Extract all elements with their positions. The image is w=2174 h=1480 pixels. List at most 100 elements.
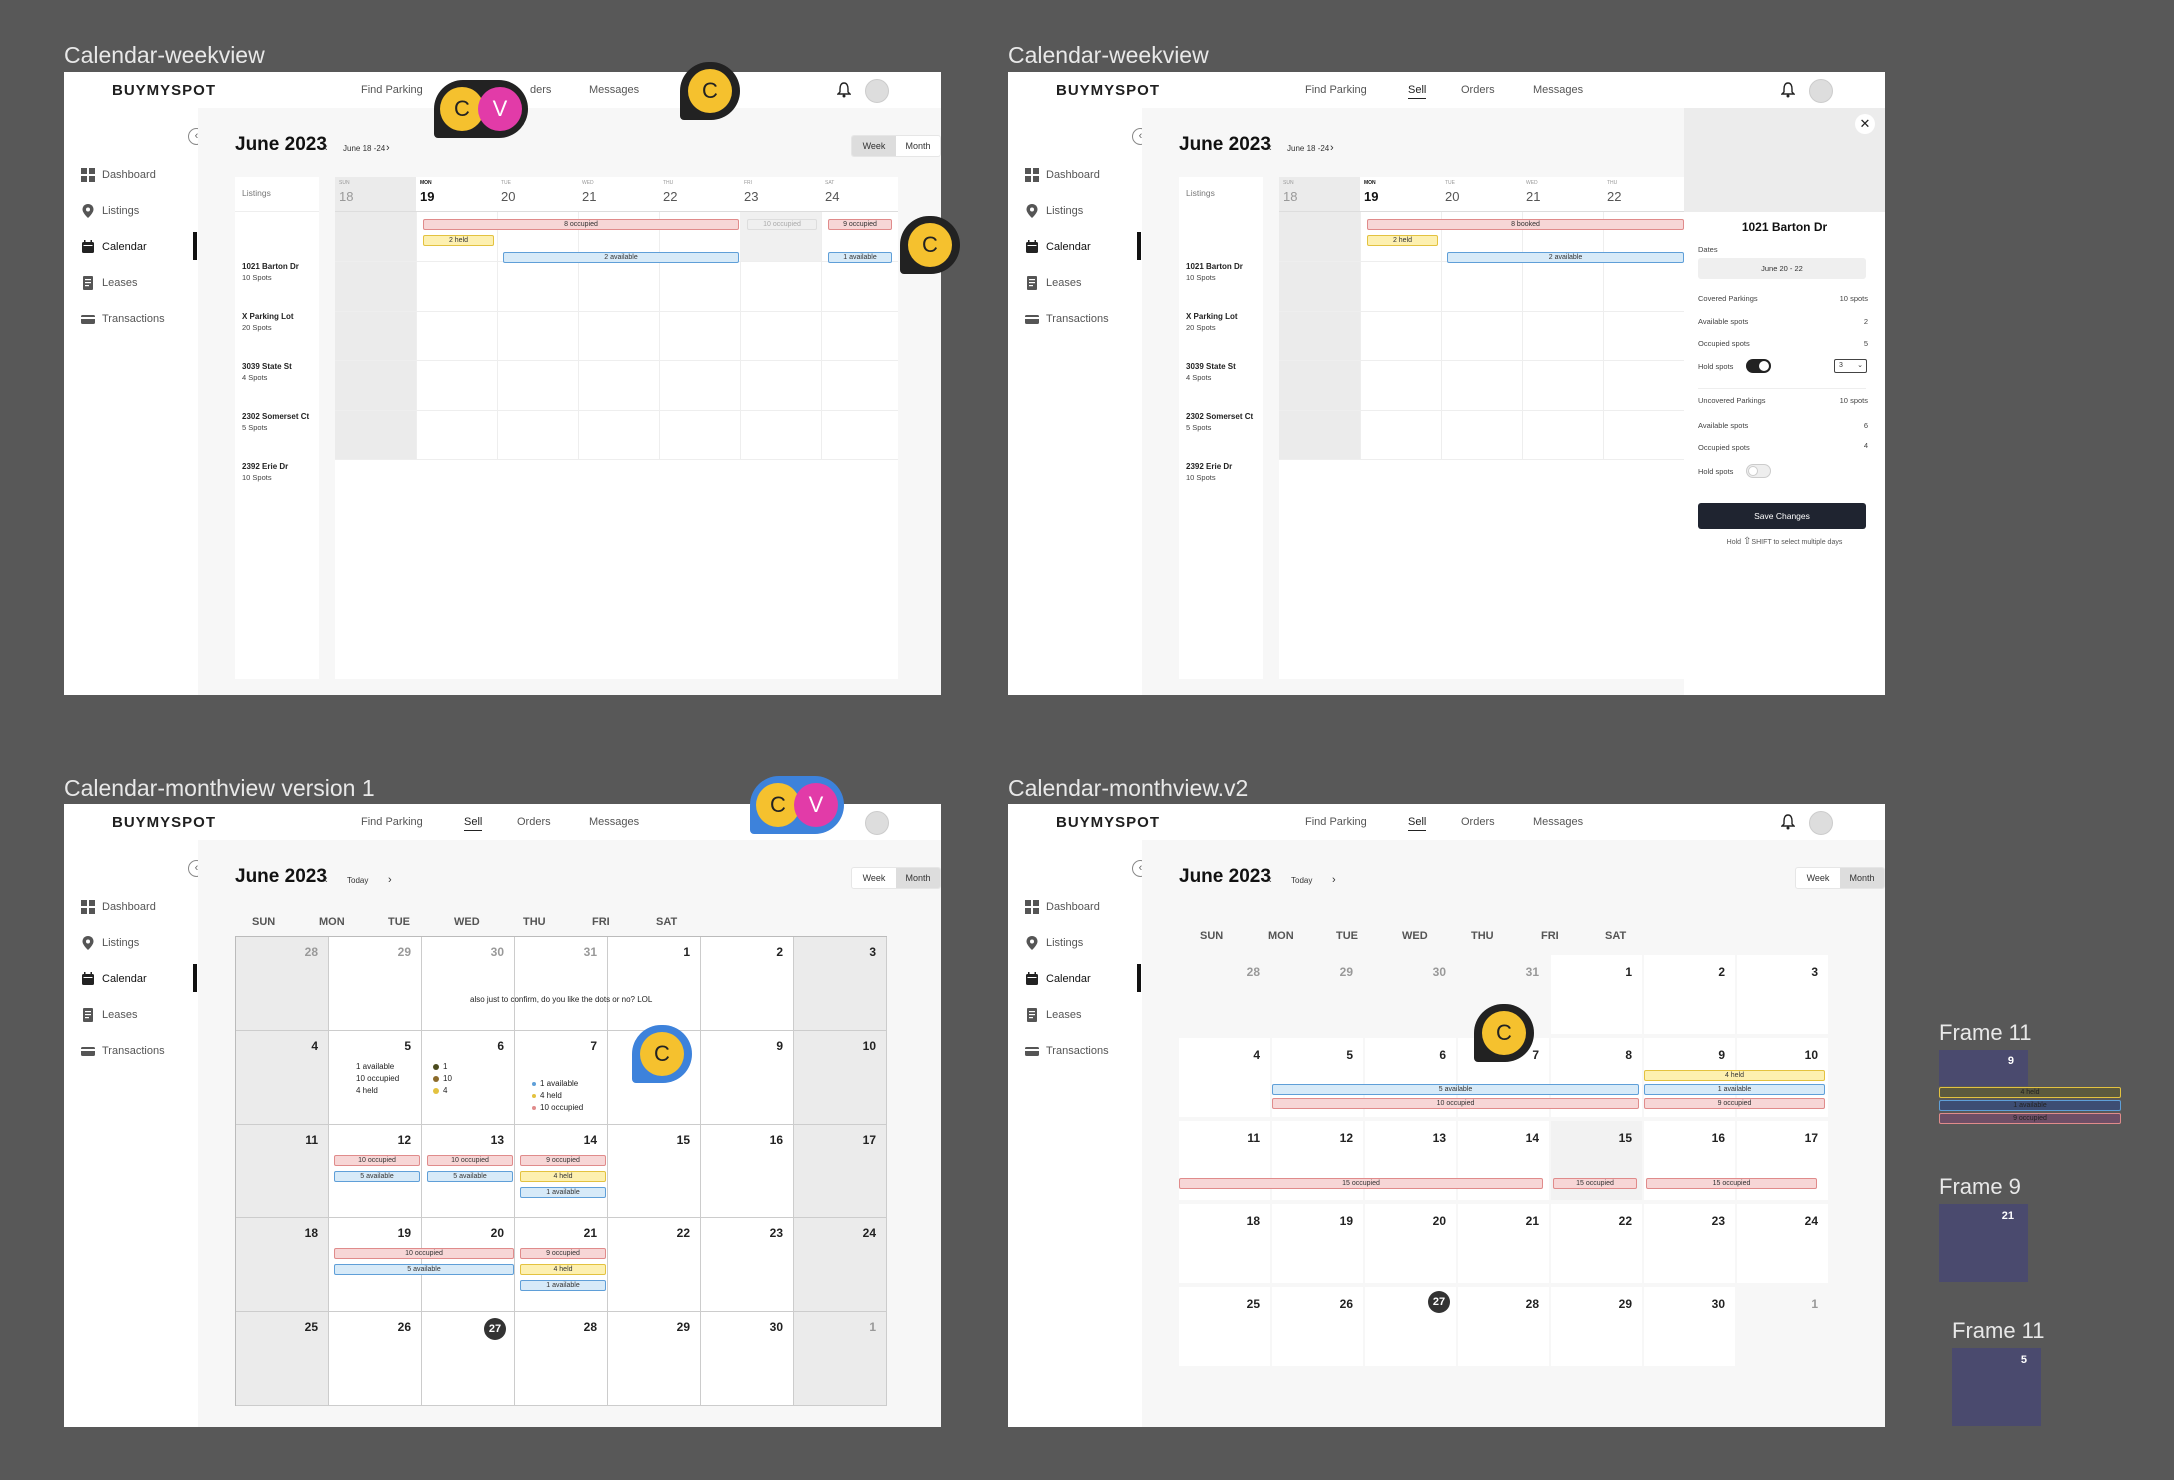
sidebar-item-dashboard[interactable]: Dashboard bbox=[81, 166, 156, 184]
day-header[interactable]: SUN 18 bbox=[1283, 180, 1298, 204]
event-occupied[interactable]: 9 occupied bbox=[828, 219, 892, 230]
nav-messages[interactable]: Messages bbox=[1533, 84, 1584, 96]
day-cell[interactable]: 25 bbox=[236, 1312, 329, 1406]
avatar[interactable] bbox=[1809, 79, 1833, 103]
today-button[interactable]: Today bbox=[1291, 876, 1313, 885]
event-occupied[interactable]: 8 occupied bbox=[423, 219, 739, 230]
listing-name[interactable]: X Parking Lot bbox=[242, 312, 294, 321]
day-cell[interactable]: 4 bbox=[1179, 1038, 1270, 1117]
event-bar[interactable]: 10 occupied bbox=[427, 1155, 513, 1166]
nav-find-parking[interactable]: Find Parking bbox=[361, 816, 423, 828]
day-cell[interactable]: 1 bbox=[1551, 955, 1642, 1034]
day-cell[interactable]: 1 bbox=[1737, 1287, 1828, 1366]
day-header[interactable]: THU 22 bbox=[1607, 180, 1622, 204]
nav-messages[interactable]: Messages bbox=[1533, 816, 1584, 828]
month-view-button[interactable]: Month bbox=[896, 868, 940, 888]
day-cell[interactable]: 19 bbox=[1272, 1204, 1363, 1283]
event-available[interactable]: 2 available bbox=[503, 252, 739, 263]
day-header[interactable]: TUE 20 bbox=[1445, 180, 1460, 204]
avatar[interactable] bbox=[1809, 811, 1833, 835]
sidebar-item-calendar[interactable]: Calendar bbox=[1025, 238, 1091, 256]
day-cell[interactable]: 30 bbox=[701, 1312, 794, 1406]
listing-name[interactable]: 1021 Barton Dr bbox=[1186, 262, 1243, 271]
listing-name[interactable]: 2302 Somerset Ct bbox=[242, 412, 310, 421]
hold-toggle-on[interactable] bbox=[1746, 359, 1771, 373]
listing-name[interactable]: 1021 Barton Dr bbox=[242, 262, 299, 271]
prev-week-button[interactable]: ‹ bbox=[324, 142, 328, 154]
day-cell[interactable]: 24 bbox=[794, 1218, 887, 1313]
sidebar-item-leases[interactable]: Leases bbox=[81, 1006, 137, 1024]
sidebar-item-calendar[interactable]: Calendar bbox=[1025, 970, 1091, 988]
day-header[interactable]: SAT 24 bbox=[825, 180, 840, 204]
listing-name[interactable]: 2302 Somerset Ct bbox=[1186, 412, 1254, 421]
next-month-button[interactable]: › bbox=[1332, 874, 1336, 886]
day-cell[interactable]: 5 bbox=[329, 1030, 422, 1125]
day-cell[interactable]: 22 bbox=[1551, 1204, 1642, 1283]
sidebar-item-listings[interactable]: Listings bbox=[1025, 202, 1083, 220]
day-cell[interactable]: 31 bbox=[1458, 955, 1549, 1034]
month-view-button[interactable]: Month bbox=[905, 141, 931, 151]
hold-count-select[interactable]: 3 ⌄ bbox=[1834, 359, 1867, 373]
day-cell[interactable]: 28 bbox=[236, 937, 329, 1031]
event-bar[interactable]: 15 occupied bbox=[1179, 1178, 1543, 1189]
nav-find-parking[interactable]: Find Parking bbox=[361, 84, 423, 96]
listing-name[interactable]: 2392 Erie Dr bbox=[242, 462, 289, 471]
day-cell[interactable]: 4 bbox=[236, 1030, 329, 1125]
day-cell[interactable]: 20 bbox=[422, 1218, 515, 1313]
day-cell[interactable]: 18 bbox=[236, 1218, 329, 1313]
sidebar-item-leases[interactable]: Leases bbox=[1025, 274, 1081, 292]
day-header[interactable]: MON 19 bbox=[1364, 180, 1379, 204]
bell-icon[interactable] bbox=[1781, 814, 1795, 830]
bell-icon[interactable] bbox=[837, 82, 851, 98]
event-bar[interactable]: 9 occupied bbox=[1644, 1098, 1825, 1109]
day-header[interactable]: FRI 23 bbox=[744, 180, 759, 204]
listing-name[interactable]: 3039 State St bbox=[242, 362, 292, 371]
event-held[interactable]: 2 held bbox=[423, 235, 494, 246]
sidebar-item-transactions[interactable]: Transactions bbox=[1025, 310, 1109, 328]
event-bar[interactable]: 4 held bbox=[520, 1171, 606, 1182]
event-bar[interactable]: 1 available bbox=[520, 1187, 606, 1198]
day-cell[interactable]: 3 bbox=[794, 937, 887, 1031]
day-cell[interactable]: 22 bbox=[608, 1218, 701, 1313]
nav-sell[interactable]: Sell bbox=[1408, 84, 1427, 99]
event-bar[interactable]: 15 occupied bbox=[1553, 1178, 1637, 1189]
nav-messages[interactable]: Messages bbox=[589, 816, 640, 828]
event-occupied[interactable]: 9 occupied bbox=[1939, 1113, 2121, 1124]
sidebar-item-listings[interactable]: Listings bbox=[81, 934, 139, 952]
day-cell[interactable]: 6 bbox=[422, 1030, 515, 1125]
day-cell[interactable]: 26 bbox=[1272, 1287, 1363, 1366]
close-icon[interactable]: ✕ bbox=[1855, 114, 1875, 134]
event-bar[interactable]: 5 available bbox=[334, 1171, 420, 1182]
event-bar[interactable]: 5 available bbox=[1272, 1084, 1639, 1095]
day-cell[interactable]: 10 bbox=[794, 1030, 887, 1125]
month-view-button[interactable]: Month bbox=[1840, 868, 1884, 888]
today-button[interactable]: Today bbox=[347, 876, 369, 885]
nav-orders[interactable]: Orders bbox=[1461, 84, 1495, 96]
nav-find-parking[interactable]: Find Parking bbox=[1305, 84, 1367, 96]
day-cell[interactable]: 31 bbox=[515, 937, 608, 1031]
sidebar-item-dashboard[interactable]: Dashboard bbox=[1025, 898, 1100, 916]
save-changes-button[interactable]: Save Changes bbox=[1698, 503, 1866, 529]
nav-sell[interactable]: Sell bbox=[1408, 816, 1427, 831]
day-cell[interactable]: 21 bbox=[515, 1218, 608, 1313]
day-cell[interactable]: 18 bbox=[1179, 1204, 1270, 1283]
day-cell[interactable]: 30 bbox=[1644, 1287, 1735, 1366]
avatar[interactable] bbox=[865, 79, 889, 103]
day-cell[interactable]: 2 bbox=[1644, 955, 1735, 1034]
event-available[interactable]: 1 available bbox=[828, 252, 892, 263]
day-header[interactable]: MON 19 bbox=[420, 180, 435, 204]
day-cell[interactable]: 28 bbox=[515, 1312, 608, 1406]
day-cell[interactable]: 23 bbox=[1644, 1204, 1735, 1283]
day-header[interactable]: THU 22 bbox=[663, 180, 678, 204]
event-bar[interactable]: 10 occupied bbox=[1272, 1098, 1639, 1109]
day-cell[interactable]: 21 bbox=[1458, 1204, 1549, 1283]
logo[interactable]: BUYMYSPOT bbox=[112, 82, 217, 99]
day-cell[interactable]: 20 bbox=[1365, 1204, 1456, 1283]
day-cell[interactable]: 9 bbox=[701, 1030, 794, 1125]
event-bar[interactable]: 1 available bbox=[1644, 1084, 1825, 1095]
next-month-button[interactable]: › bbox=[388, 874, 392, 886]
day-cell[interactable]: 29 bbox=[329, 937, 422, 1031]
next-week-button[interactable]: › bbox=[1330, 142, 1334, 154]
event-bar[interactable]: 15 occupied bbox=[1646, 1178, 1817, 1189]
nav-find-parking[interactable]: Find Parking bbox=[1305, 816, 1367, 828]
